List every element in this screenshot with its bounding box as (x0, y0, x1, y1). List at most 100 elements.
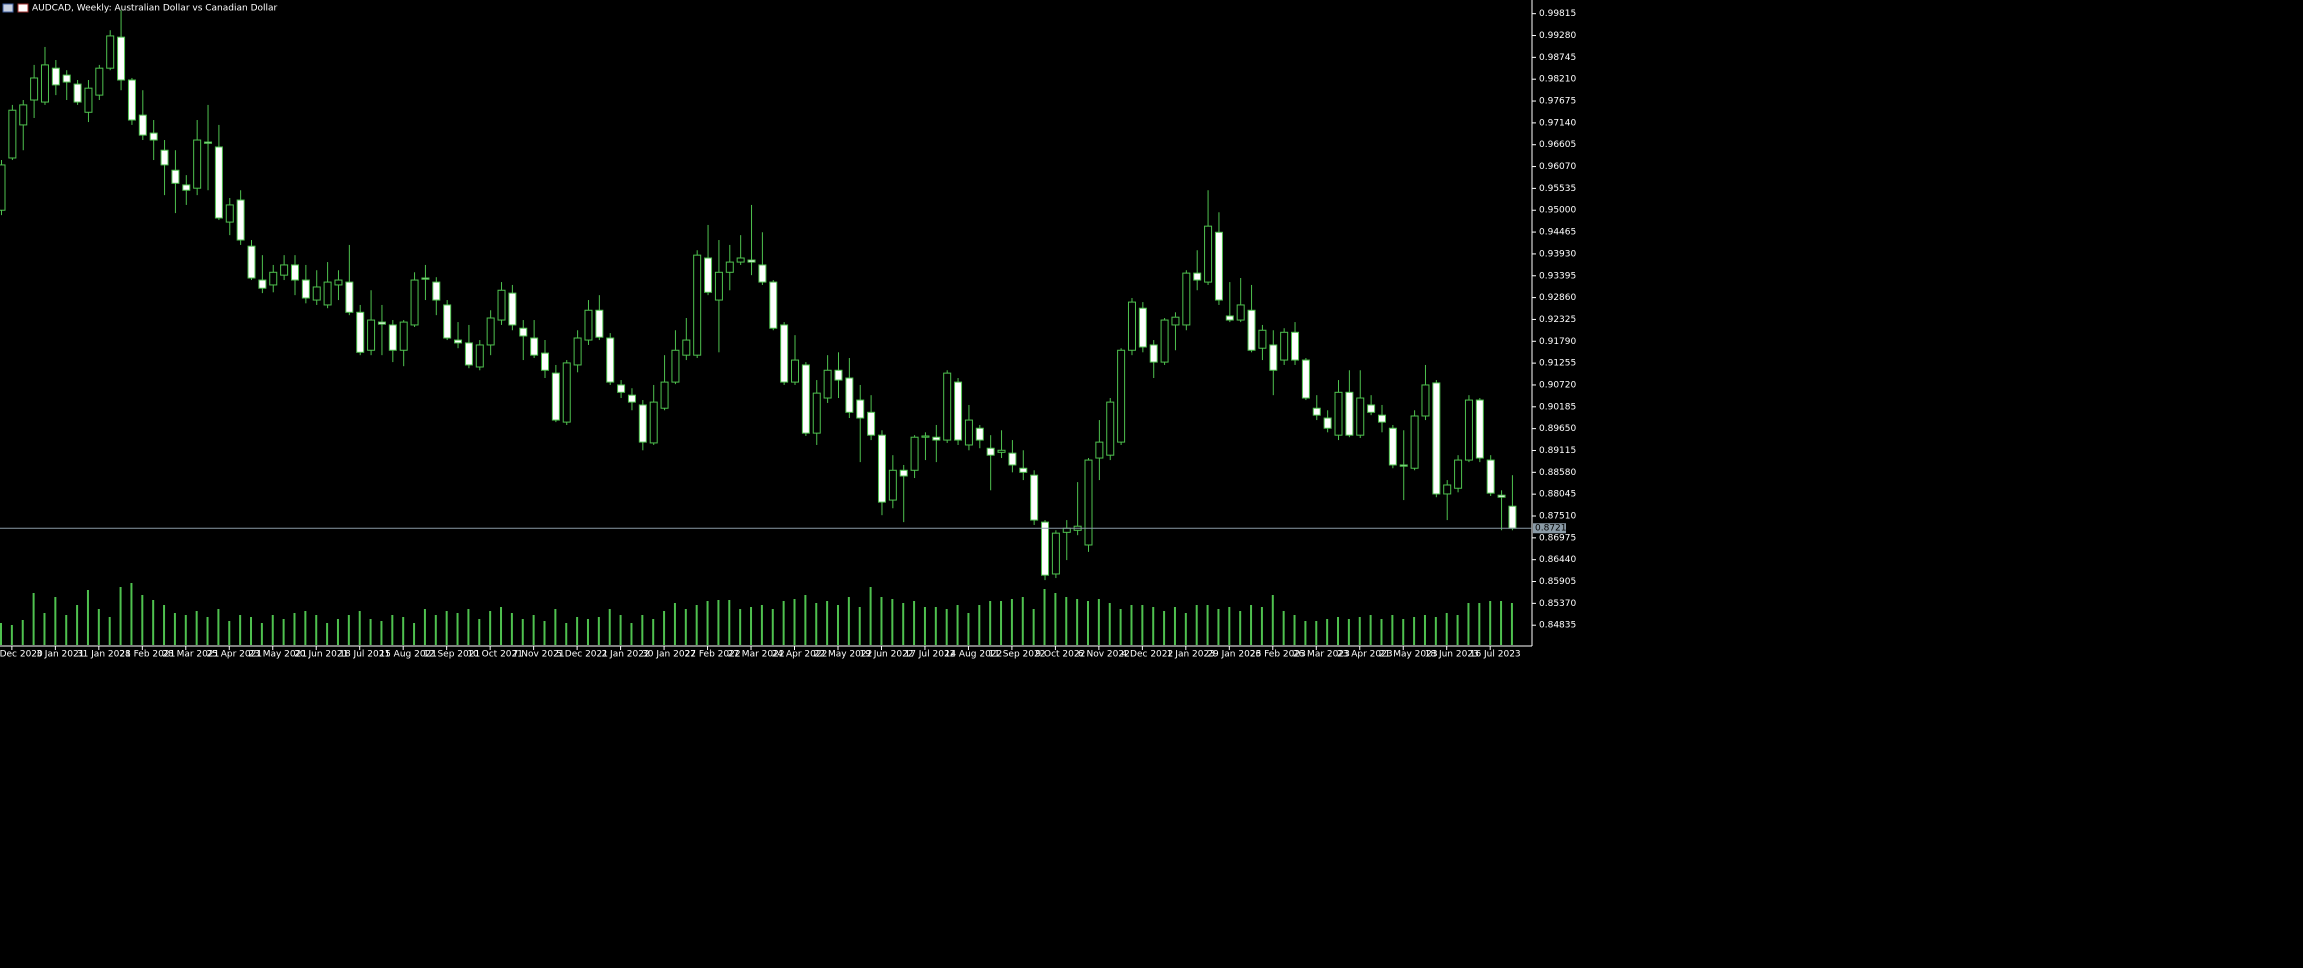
candle-body (888, 469, 897, 501)
candle-body (1356, 397, 1365, 436)
volume-bar (608, 609, 611, 645)
candle-body (1182, 272, 1191, 326)
candle-body (899, 469, 908, 477)
volume-bar (1217, 609, 1220, 645)
volume-bar (1250, 605, 1253, 645)
candle-body (921, 435, 930, 438)
volume-bar (891, 599, 894, 645)
volume-bar (43, 613, 46, 645)
y-tick-label: 0.95535 (1539, 184, 1576, 194)
volume-bar (173, 613, 176, 645)
volume-bar (543, 621, 546, 645)
volume-bar (195, 611, 198, 645)
candle-body (736, 257, 745, 263)
y-tick-label: 0.85370 (1539, 599, 1576, 609)
candle-body (1204, 225, 1213, 283)
volume-bar (684, 609, 687, 645)
volume-bar (10, 625, 13, 645)
y-tick-label: 0.84835 (1539, 621, 1576, 631)
candle-body (1291, 331, 1300, 361)
volume-bar (1228, 607, 1231, 645)
candle-body (671, 349, 680, 383)
price-label-box (1533, 523, 1566, 534)
volume-bar (695, 605, 698, 645)
candle-body (204, 141, 213, 144)
x-tick-label: 15 Aug 2021 (379, 650, 437, 660)
y-tick-label: 0.95000 (1539, 206, 1576, 216)
volume-bar (663, 611, 666, 645)
x-tick-label: 26 Mar 2023 (1293, 650, 1350, 660)
volume-bar (989, 601, 992, 645)
y-tick-label: 0.91790 (1539, 337, 1576, 347)
volume-bar (706, 601, 709, 645)
candle-body (1497, 494, 1506, 498)
candle-body (1377, 414, 1386, 423)
volume-bar (869, 587, 872, 645)
volume-bar (956, 605, 959, 645)
x-tick-label: 31 Jan 2021 (77, 650, 131, 660)
volume-bar (478, 619, 481, 645)
volume-bar (391, 615, 394, 645)
volume-bar (130, 583, 133, 645)
candle-body (8, 109, 17, 159)
candle-body (943, 372, 952, 441)
volume-bar (913, 601, 916, 645)
candle-body (258, 279, 267, 289)
volume-bar (739, 609, 742, 645)
x-tick-label: 6 Dec 2020 (0, 650, 43, 660)
candle-body (867, 411, 876, 436)
candle-body (475, 344, 484, 368)
candle-body (584, 309, 593, 341)
volume-bar (65, 615, 68, 645)
volume-bar (402, 617, 405, 645)
candle-body (1475, 399, 1484, 459)
volume-bar (1445, 613, 1448, 645)
volume-bar (967, 613, 970, 645)
volume-bar (228, 621, 231, 645)
x-tick-label: 12 Sep 2021 (423, 650, 480, 660)
volume-bar (434, 615, 437, 645)
x-tick-label: 9 Oct 2022 (1035, 650, 1085, 660)
candle-body (519, 327, 528, 337)
y-tick-label: 0.86440 (1539, 555, 1576, 565)
candle-body (617, 384, 626, 393)
y-tick-label: 0.99280 (1539, 31, 1576, 41)
header-icons (2, 3, 29, 13)
candle-body (1410, 415, 1419, 469)
x-tick-label: 1 Jan 2023 (1167, 650, 1215, 660)
volume-bar (97, 609, 100, 645)
volume-bar (532, 615, 535, 645)
y-tick-label: 0.97675 (1539, 97, 1576, 107)
volume-bar (76, 605, 79, 645)
x-tick-label: 25 Apr 2021 (206, 650, 262, 660)
candle-body (1464, 399, 1473, 461)
volume-bar (467, 609, 470, 645)
volume-bar (826, 601, 829, 645)
candle-body (660, 381, 669, 409)
volume-bar (315, 615, 318, 645)
volume-bar (1054, 593, 1057, 645)
volume-bar (423, 609, 426, 645)
y-tick-label: 0.86975 (1539, 533, 1576, 543)
volume-bar (1271, 595, 1274, 645)
x-tick-label: 20 Jun 2021 (294, 650, 348, 660)
candle-body (171, 169, 180, 184)
candle-body (1138, 307, 1147, 348)
candle-body (421, 277, 430, 280)
candle-body (1269, 344, 1278, 371)
x-tick-label: 27 Mar 2022 (727, 650, 784, 660)
volume-bar (456, 613, 459, 645)
x-tick-label: 10 Oct 2021 (467, 650, 523, 660)
candle-body (1334, 391, 1343, 436)
candle-body (62, 74, 71, 83)
candle-body (269, 271, 278, 286)
volume-bar (1021, 597, 1024, 645)
volume-bar (1413, 617, 1416, 645)
candle-body (1421, 384, 1430, 417)
y-tick-label: 0.98210 (1539, 75, 1576, 85)
volume-bar (32, 593, 35, 645)
candle-body (1041, 521, 1050, 576)
candle-body (149, 132, 158, 141)
volume-bar (1119, 609, 1122, 645)
